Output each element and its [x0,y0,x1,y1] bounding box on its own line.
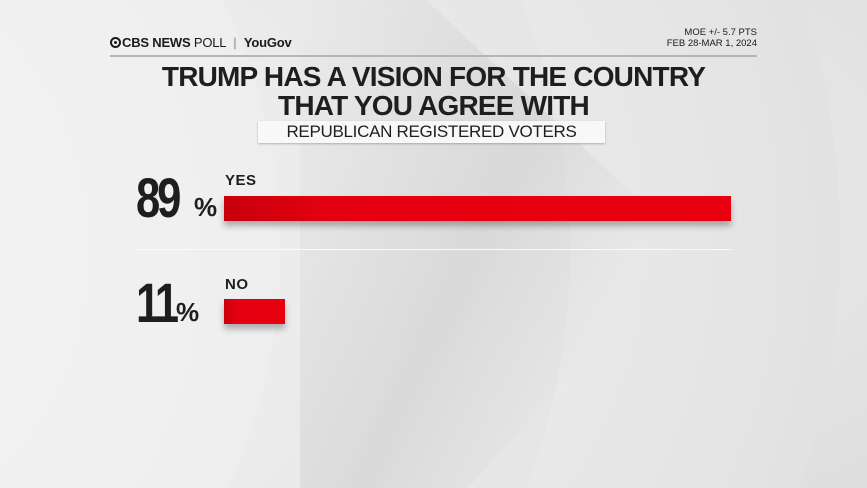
row-divider [137,249,731,250]
poll-meta: MOE +/- 5.7 PTS FEB 28-MAR 1, 2024 [667,27,757,49]
brand-separator: | [233,35,237,50]
brand-cbs: CBS NEWS [122,35,191,50]
no-bar [224,299,285,324]
no-label: NO [225,276,249,293]
chart-title-line-2: THAT YOU AGREE WITH [278,90,590,121]
chart-title-line-1: TRUMP HAS A VISION FOR THE COUNTRY [161,61,706,92]
margin-of-error: MOE +/- 5.7 PTS [684,27,757,38]
no-percentage: 11 % [136,270,226,334]
yes-value: 89 [136,166,181,229]
no-percent-sign: % [176,297,200,327]
yes-bar [224,196,731,221]
brand-poll: POLL [193,35,226,50]
brand-logo: CBS NEWS POLL | YouGov [110,35,292,50]
chart-subtitle: REPUBLICAN REGISTERED VOTERS [258,121,605,143]
brand-partner: YouGov [243,35,292,50]
yes-percent-sign: % [194,192,218,222]
poll-dates: FEB 28-MAR 1, 2024 [666,38,757,49]
cbs-eye-icon [110,37,121,48]
chart-title: TRUMP HAS A VISION FOR THE COUNTRY THAT … [110,62,757,120]
yes-percentage: 89 % [136,165,226,229]
no-value: 11 [136,271,179,334]
yes-label: YES [225,172,257,189]
background-arc-inner [0,0,280,488]
header-rule [110,55,757,57]
